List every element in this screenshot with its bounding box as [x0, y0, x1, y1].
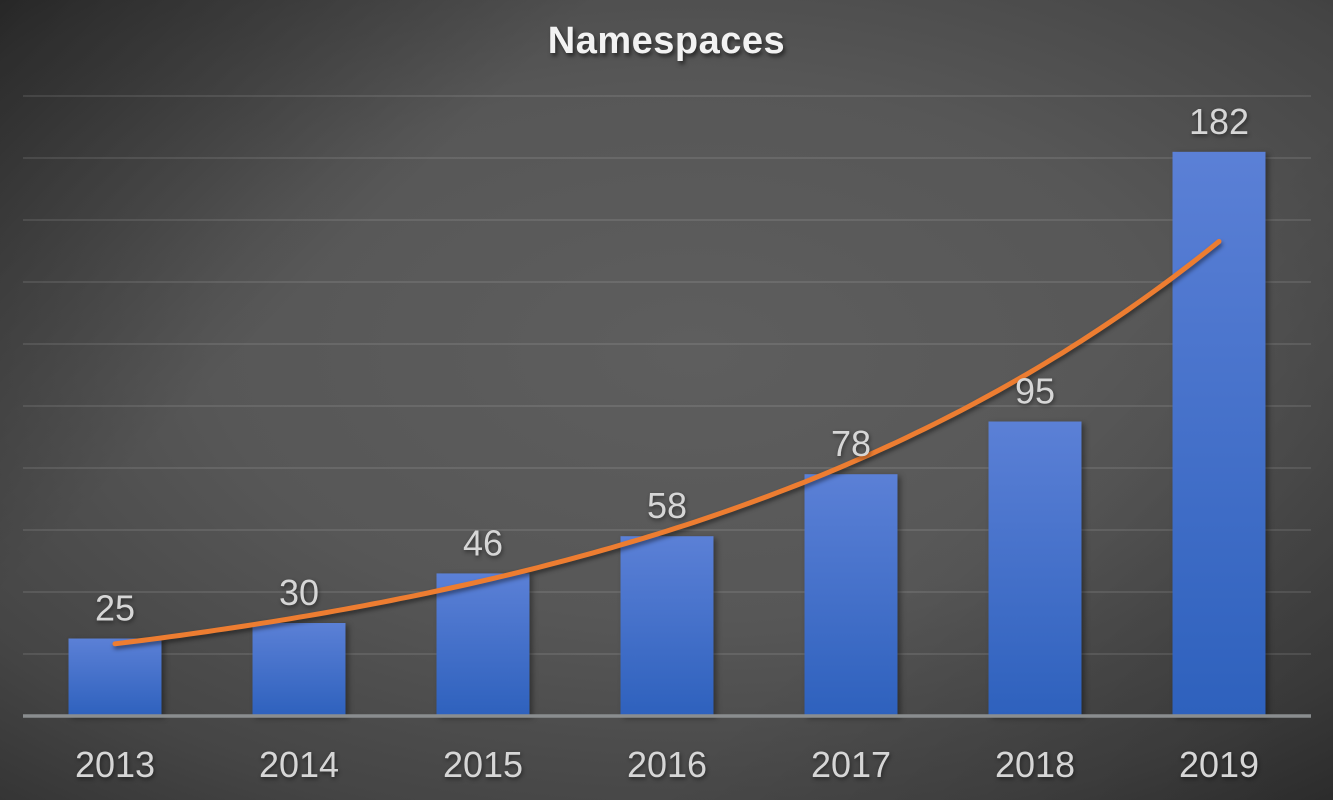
data-label-2019: 182	[1189, 101, 1249, 142]
x-axis-label-2013: 2013	[75, 744, 155, 785]
chart-title: Namespaces	[547, 20, 786, 62]
bar-2013	[68, 638, 162, 716]
data-label-2016: 58	[647, 485, 687, 526]
x-axis-label-2018: 2018	[995, 744, 1075, 785]
data-label-2018: 95	[1015, 371, 1055, 412]
exponential-trendline	[112, 239, 1222, 647]
bar-2019	[1172, 151, 1266, 717]
data-label-2015: 46	[463, 522, 503, 563]
x-axis-label-2016: 2016	[627, 744, 707, 785]
x-axis-label-2017: 2017	[811, 744, 891, 785]
bar-2015	[436, 573, 530, 716]
data-label-2014: 30	[279, 572, 319, 613]
bar-2017	[804, 474, 898, 716]
x-axis-label-2015: 2015	[443, 744, 523, 785]
data-label-2013: 25	[95, 588, 135, 629]
x-axis-label-2019: 2019	[1179, 744, 1259, 785]
bar-2014	[252, 623, 346, 716]
data-label-2017: 78	[831, 423, 871, 464]
x-axis-label-2014: 2014	[259, 744, 339, 785]
bar-2018	[988, 421, 1082, 716]
bar-2016	[620, 536, 714, 716]
